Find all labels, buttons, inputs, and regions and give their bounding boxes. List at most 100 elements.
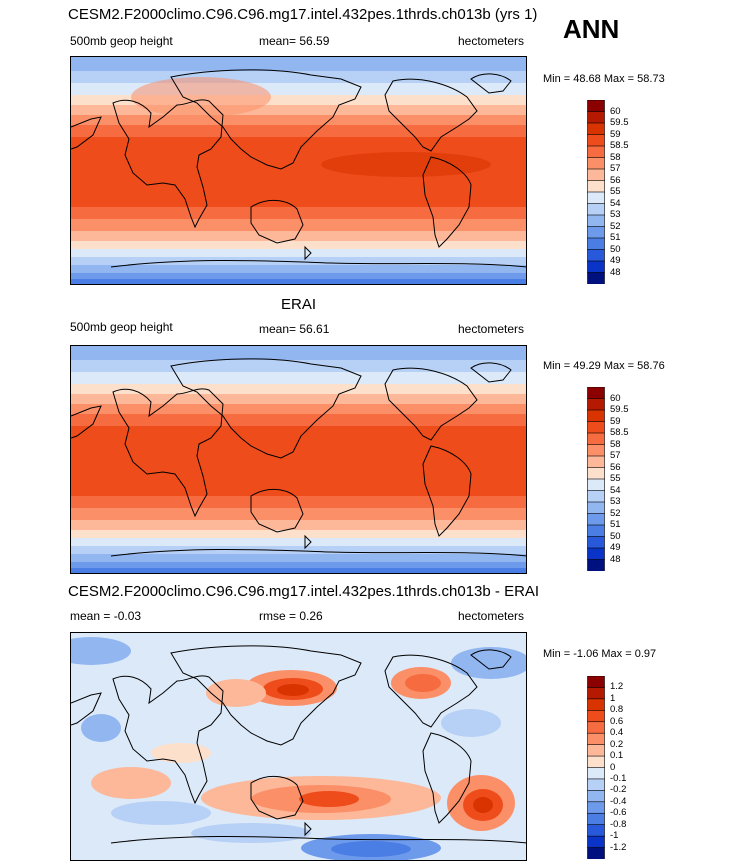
colorbar-swatch (587, 99, 605, 113)
colorbar-tick-label: -1 (610, 830, 619, 842)
colorbar-tick-label: 48 (610, 553, 621, 565)
coastline (71, 405, 102, 439)
colorbar-tick-label: 58.5 (610, 140, 629, 151)
contour-band (71, 404, 526, 414)
contour-band (71, 231, 526, 241)
colorbar-swatch (587, 122, 605, 136)
colorbar-tick-label: 57 (610, 450, 621, 461)
contour-band (71, 115, 526, 125)
colorbar-swatch (587, 260, 605, 274)
colorbar-tick-label: 57 (610, 163, 621, 174)
panel3-minmax: Min = -1.06 Max = 0.97 (543, 648, 657, 660)
contour-anomaly (151, 743, 211, 763)
colorbar-tick-label: 55 (610, 473, 621, 484)
contour-band (71, 384, 526, 394)
coastline (250, 489, 304, 533)
contour-anomaly (91, 767, 171, 799)
colorbar-tick-label: 50 (610, 530, 621, 542)
colorbar-tick-label: 0 (610, 761, 616, 773)
colorbar-tick-label: 59 (610, 415, 621, 427)
coastline (110, 260, 526, 268)
panel2-title: ERAI (281, 296, 317, 313)
contour-band (71, 273, 526, 279)
colorbar-swatch (587, 721, 605, 734)
map-field (71, 633, 526, 860)
colorbar-tick-label: 58 (610, 438, 621, 450)
coastline (170, 69, 362, 170)
map-field (71, 346, 526, 573)
colorbar-swatch (587, 203, 605, 216)
contour-anomaly (111, 801, 211, 825)
contour-anomaly (405, 674, 441, 692)
colorbar-tick-label: 0.2 (610, 738, 624, 750)
colorbar-tick-label: 48 (610, 266, 621, 278)
contour-band (71, 568, 526, 573)
colorbar-tick-label: 52 (610, 507, 621, 519)
contour-band (71, 265, 526, 273)
colorbar-swatch (587, 111, 605, 124)
colorbar-tick-label: 0.4 (610, 727, 624, 739)
contour-band (71, 414, 526, 426)
colorbar-swatch (587, 687, 605, 700)
contour-band (71, 219, 526, 231)
colorbar-tick-label: 59 (610, 128, 621, 140)
colorbar-swatch (587, 214, 605, 228)
coastline (422, 445, 472, 537)
contour-band (71, 279, 526, 284)
panel2-map (70, 345, 527, 574)
colorbar-tick-label: -0.4 (610, 795, 627, 807)
contour-band (71, 520, 526, 530)
panel2-mean-label: mean= 56.61 (259, 322, 330, 336)
contour-band (71, 241, 526, 249)
coastline (170, 358, 362, 459)
colorbar-tick-label: -1.2 (610, 841, 627, 853)
colorbar-swatch (587, 835, 605, 849)
colorbar-swatch (587, 744, 605, 757)
colorbar-swatch (587, 847, 605, 860)
panel3-map (70, 632, 527, 861)
colorbar-swatch (587, 444, 605, 457)
contour-anomaly (206, 679, 266, 707)
colorbar-swatch (587, 559, 605, 572)
colorbar-tick-label: 53 (610, 496, 621, 507)
colorbar-swatch (587, 501, 605, 515)
colorbar-swatch (587, 778, 605, 791)
colorbar-swatch (587, 134, 605, 147)
colorbar-tick-label: 51 (610, 519, 621, 530)
contour-anomaly (331, 841, 411, 857)
colorbar-tick-label: 56 (610, 461, 621, 473)
colorbar-swatch (587, 513, 605, 526)
contour-anomaly (191, 823, 311, 843)
colorbar-swatch (587, 226, 605, 239)
colorbar-tick-label: 1.2 (610, 681, 624, 693)
panel2-variable-label: 500mb geop height (70, 320, 173, 334)
colorbar-swatch (587, 398, 605, 411)
coastline (170, 645, 362, 746)
panel3-colorbar: 1.2 1 0.8 0.6 0.4 0.2 0.1 0 -0.1 -0.2 -0.4 -0.6 -0.8… (587, 675, 626, 860)
colorbar-swatch (587, 467, 605, 480)
contour-band (71, 360, 526, 372)
coastline (112, 99, 224, 229)
colorbar-tick-label: 54 (610, 197, 621, 209)
contour-band (71, 372, 526, 384)
contour-anomaly (299, 791, 359, 807)
coastline (250, 776, 304, 820)
contour-band (71, 105, 526, 115)
panel1-variable-label: 500mb geop height (70, 34, 173, 48)
contour-anomaly (321, 152, 491, 177)
panel3-mean-label: mean = -0.03 (70, 609, 142, 623)
panel2-minmax: Min = 49.29 Max = 58.76 (543, 360, 665, 372)
coastline (110, 836, 526, 844)
panel1-units-label: hectometers (458, 34, 525, 48)
colorbar-tick-label: -0.2 (610, 784, 627, 796)
contour-band (71, 346, 526, 360)
colorbar-swatch (587, 249, 605, 262)
contour-band (71, 554, 526, 562)
colorbar-tick-label: 52 (610, 220, 621, 232)
colorbar-swatch (587, 524, 605, 538)
coastline (384, 78, 478, 152)
panel1-mean-label: mean= 56.59 (259, 34, 330, 48)
colorbar-tick-label: 0.1 (610, 750, 624, 762)
contour-anomaly (473, 797, 493, 813)
colorbar-swatch (587, 812, 605, 826)
